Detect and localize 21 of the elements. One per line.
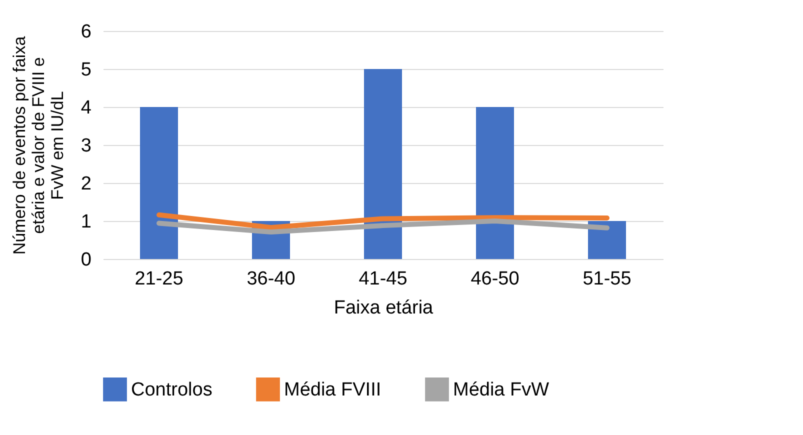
y-tick-label: 0 <box>80 250 92 270</box>
legend-label: Média FvW <box>453 379 550 400</box>
x-tick-label: 51-55 <box>582 268 632 290</box>
x-tick-label: 36-40 <box>246 268 296 290</box>
y-tick-label: 5 <box>80 60 92 80</box>
y-tick-label: 3 <box>80 136 92 156</box>
legend-label: Controlos <box>131 379 212 400</box>
bar <box>364 69 402 259</box>
bar <box>476 107 514 259</box>
x-tick-label: 41-45 <box>358 268 408 290</box>
x-axis-title: Faixa etária <box>334 298 434 318</box>
x-tick-label: 46-50 <box>470 268 520 290</box>
y-tick-label: 6 <box>80 22 92 42</box>
y-tick-label: 2 <box>80 174 92 194</box>
legend-label: Média FVIII <box>284 379 382 400</box>
y-tick-label: 1 <box>80 212 92 232</box>
bar <box>588 221 626 259</box>
y-axis-title: Número de eventos por faixa etária e valor de FVIII e FvW em IU/dL <box>10 36 67 255</box>
bar <box>140 107 178 259</box>
x-tick-label: 21-25 <box>134 268 184 290</box>
y-tick-label: 4 <box>80 98 92 118</box>
